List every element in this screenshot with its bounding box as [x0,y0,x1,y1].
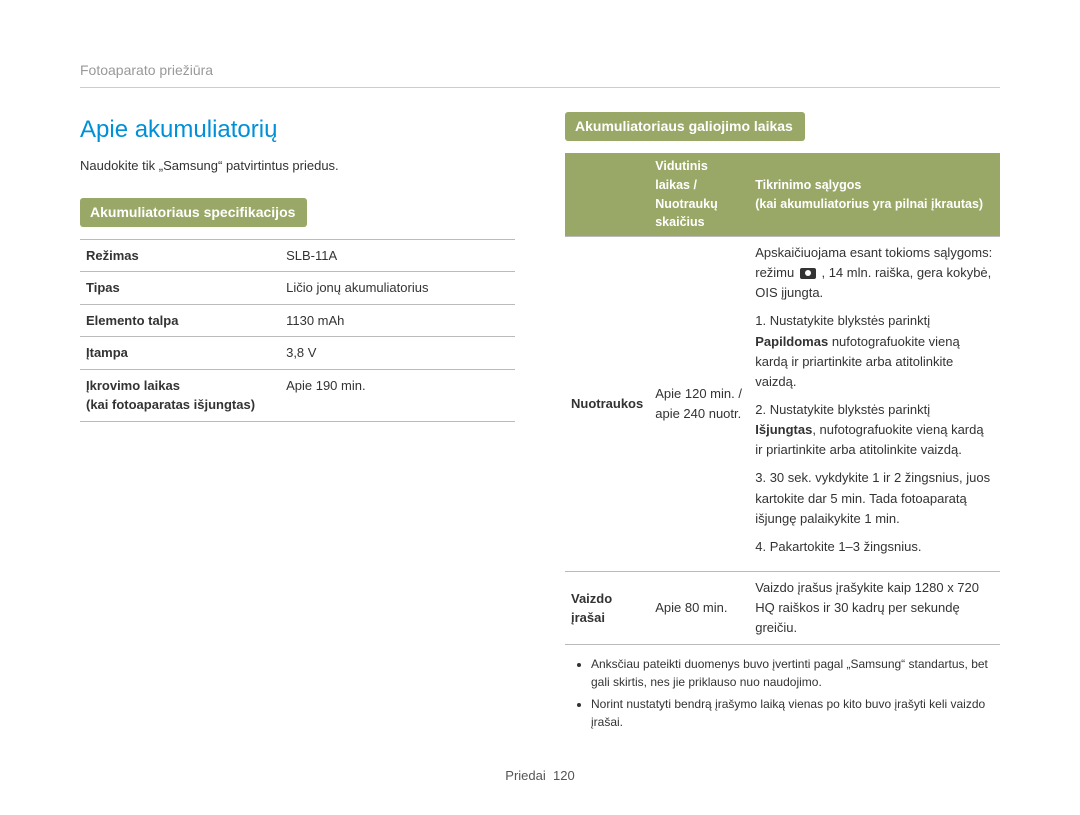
right-column: Akumuliatoriaus galiojimo laikas Vidutin… [565,112,1000,735]
spec-label: Režimas [80,239,280,272]
spec-label: Tipas [80,272,280,305]
table-row: Įkrovimo laikas (kai fotoaparatas išjung… [80,369,515,421]
footer-page: 120 [553,768,575,783]
table-row: TipasLičio jonų akumuliatorius [80,272,515,305]
life-heading: Akumuliatoriaus galiojimo laikas [565,112,805,141]
table-row: Elemento talpa1130 mAh [80,304,515,337]
life-notes: Anksčiau pateikti duomenys buvo įvertint… [591,655,1000,731]
life-videos-cond: Vaizdo įrašus įrašykite kaip 1280 x 720 … [749,571,1000,644]
life-photos-cond: Apskaičiuojama esant tokioms sąlygoms: r… [749,237,1000,572]
spec-value: 3,8 V [280,337,515,370]
table-row: Vaizdo įrašai Apie 80 min. Vaizdo įrašus… [565,571,1000,644]
life-row-videos-label: Vaizdo įrašai [565,571,649,644]
life-row-photos-label: Nuotraukos [565,237,649,572]
breadcrumb: Fotoaparato priežiūra [80,60,1000,88]
life-table: Vidutinis laikas / Nuotraukų skaičius Ti… [565,153,1000,645]
life-videos-time: Apie 80 min. [649,571,749,644]
table-row: Įtampa3,8 V [80,337,515,370]
footer-label: Priedai [505,768,545,783]
spec-label: Įkrovimo laikas (kai fotoaparatas išjung… [80,369,280,421]
page-title: Apie akumuliatorių [80,112,515,148]
spec-value: Apie 190 min. [280,369,515,421]
life-th1: Vidutinis laikas / Nuotraukų skaičius [649,153,749,237]
page-footer: Priedai 120 [0,766,1080,786]
life-photos-time: Apie 120 min. / apie 240 nuotr. [649,237,749,572]
table-row: Nuotraukos Apie 120 min. / apie 240 nuot… [565,237,1000,572]
spec-label: Elemento talpa [80,304,280,337]
intro-text: Naudokite tik „Samsung“ patvirtintus pri… [80,156,515,176]
life-th2: Tikrinimo sąlygos (kai akumuliatorius yr… [749,153,1000,237]
spec-label: Įtampa [80,337,280,370]
spec-value: Ličio jonų akumuliatorius [280,272,515,305]
spec-value: SLB-11A [280,239,515,272]
table-row: RežimasSLB-11A [80,239,515,272]
specs-table: RežimasSLB-11A TipasLičio jonų akumuliat… [80,239,515,422]
list-item: Anksčiau pateikti duomenys buvo įvertint… [591,655,1000,691]
left-column: Apie akumuliatorių Naudokite tik „Samsun… [80,112,515,735]
specs-heading: Akumuliatoriaus specifikacijos [80,198,307,227]
spec-value: 1130 mAh [280,304,515,337]
life-th-blank [565,153,649,237]
camera-icon [800,268,816,279]
list-item: Norint nustatyti bendrą įrašymo laiką vi… [591,695,1000,731]
